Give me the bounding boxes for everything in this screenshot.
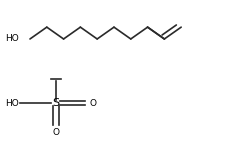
Text: O: O xyxy=(89,99,96,107)
Text: HO: HO xyxy=(5,99,19,107)
Text: HO: HO xyxy=(5,35,19,43)
Text: O: O xyxy=(52,128,60,137)
Text: S: S xyxy=(52,98,60,108)
